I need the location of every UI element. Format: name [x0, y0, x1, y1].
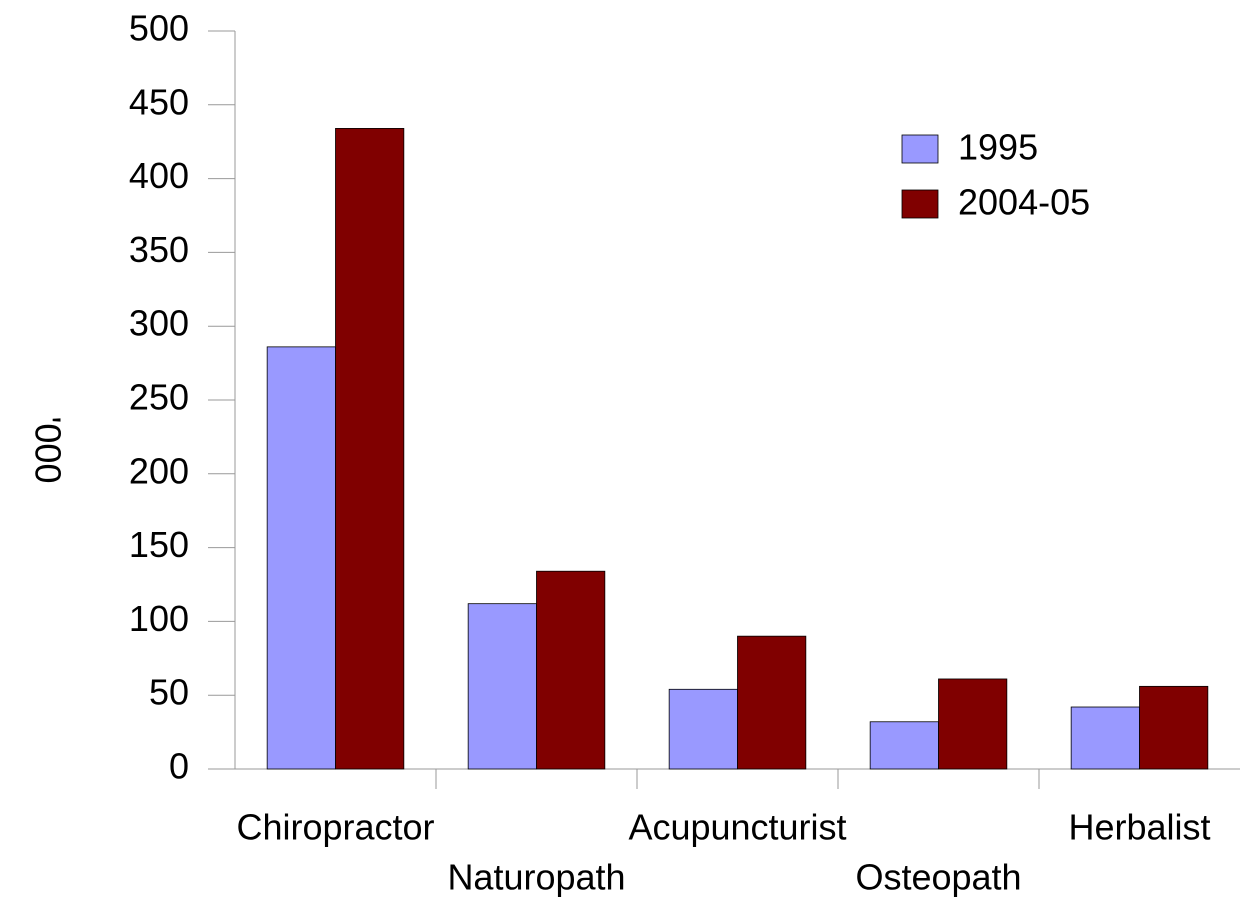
y-tick-label: 200: [129, 450, 189, 491]
y-tick-label: 350: [129, 229, 189, 270]
legend-swatch: [901, 134, 939, 164]
legend-swatch: [901, 189, 939, 219]
bar: [1139, 685, 1209, 770]
y-axis-label: '000: [27, 417, 68, 484]
y-tick-label: 50: [149, 672, 189, 713]
legend-label: 1995: [958, 127, 1038, 168]
y-tick-label: 0: [169, 746, 189, 787]
bar: [938, 678, 1008, 770]
bar: [737, 635, 807, 770]
bar: [1070, 706, 1140, 770]
bar: [668, 688, 738, 770]
y-tick-label: 250: [129, 377, 189, 418]
y-tick-label: 300: [129, 303, 189, 344]
x-tick-label: Osteopath: [855, 857, 1021, 898]
x-tick-label: Herbalist: [1068, 807, 1210, 848]
legend-label: 2004-05: [958, 182, 1090, 223]
bar: [536, 570, 606, 770]
x-tick-label: Acupuncturist: [628, 807, 846, 848]
y-tick-label: 450: [129, 81, 189, 122]
y-tick-label: 100: [129, 598, 189, 639]
bar: [335, 128, 405, 770]
bar: [266, 346, 336, 770]
x-tick-label: Chiropractor: [236, 807, 434, 848]
y-tick-label: 500: [129, 8, 189, 49]
y-tick-label: 150: [129, 524, 189, 565]
y-tick-label: 400: [129, 155, 189, 196]
x-tick-label: Naturopath: [447, 857, 625, 898]
bar: [467, 603, 537, 770]
bar: [869, 721, 939, 770]
